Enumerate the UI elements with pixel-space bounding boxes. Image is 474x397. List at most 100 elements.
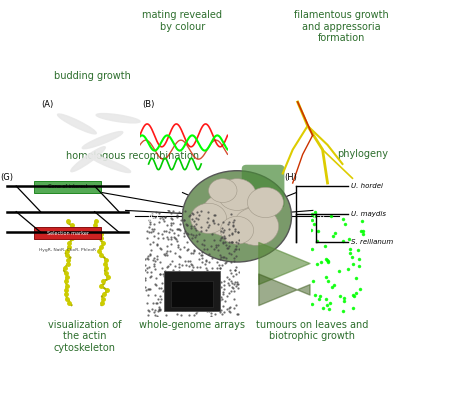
Point bbox=[212, 306, 219, 312]
Point bbox=[174, 289, 182, 295]
Point bbox=[229, 273, 237, 279]
Point bbox=[234, 229, 241, 235]
Point bbox=[227, 308, 234, 315]
Point bbox=[221, 297, 228, 304]
Point bbox=[235, 311, 242, 318]
Point bbox=[145, 286, 153, 292]
Point bbox=[161, 268, 168, 274]
Point bbox=[160, 251, 168, 258]
Point bbox=[191, 269, 198, 276]
Point bbox=[156, 307, 164, 313]
Point bbox=[214, 242, 222, 248]
Point bbox=[181, 288, 189, 294]
Point bbox=[235, 237, 242, 244]
Text: visualization of
the actin
cytoskeleton: visualization of the actin cytoskeleton bbox=[47, 320, 121, 353]
Point bbox=[194, 296, 201, 302]
Point bbox=[169, 220, 177, 226]
Point bbox=[142, 276, 149, 283]
Point bbox=[164, 207, 171, 214]
Point bbox=[230, 254, 238, 261]
Point bbox=[191, 293, 198, 299]
Point bbox=[160, 287, 168, 293]
Point bbox=[213, 259, 220, 266]
Point bbox=[208, 231, 216, 237]
Point bbox=[180, 297, 187, 304]
Point bbox=[207, 243, 214, 249]
Point bbox=[158, 280, 165, 287]
Point bbox=[205, 222, 212, 229]
Point bbox=[232, 283, 239, 289]
Point bbox=[164, 269, 172, 275]
Point bbox=[168, 258, 176, 264]
Point bbox=[167, 236, 174, 242]
Point bbox=[188, 250, 195, 256]
Point bbox=[164, 235, 172, 242]
Point bbox=[184, 258, 192, 264]
FancyBboxPatch shape bbox=[242, 165, 284, 208]
Point bbox=[217, 235, 225, 241]
Point bbox=[143, 300, 151, 306]
Point bbox=[219, 289, 227, 295]
Point bbox=[181, 282, 188, 288]
Text: homologous recombination: homologous recombination bbox=[66, 151, 200, 161]
Point bbox=[226, 308, 233, 314]
Point bbox=[229, 222, 237, 229]
Point bbox=[152, 275, 159, 281]
Text: (C): (C) bbox=[271, 100, 283, 109]
Point bbox=[224, 279, 231, 286]
Point bbox=[209, 217, 217, 223]
Point bbox=[184, 294, 192, 300]
Point bbox=[218, 296, 226, 303]
Point bbox=[147, 247, 155, 254]
Point bbox=[211, 311, 219, 317]
Point bbox=[187, 224, 194, 231]
Point bbox=[212, 294, 220, 301]
Point bbox=[225, 226, 233, 232]
Point bbox=[155, 305, 162, 312]
Point bbox=[225, 239, 232, 245]
Point bbox=[184, 290, 192, 297]
Point bbox=[185, 291, 193, 297]
Point bbox=[202, 265, 210, 272]
Point bbox=[141, 275, 149, 281]
Point bbox=[187, 223, 195, 229]
Point bbox=[154, 253, 161, 259]
Point bbox=[189, 210, 196, 216]
Point bbox=[208, 297, 216, 304]
Text: (B): (B) bbox=[143, 100, 155, 109]
Point bbox=[149, 228, 157, 234]
Point bbox=[207, 269, 215, 276]
Point bbox=[224, 293, 231, 299]
Point bbox=[162, 293, 170, 299]
Point bbox=[212, 242, 219, 249]
Point bbox=[215, 273, 223, 279]
Point bbox=[209, 276, 217, 282]
Point bbox=[228, 280, 236, 286]
Point bbox=[167, 241, 174, 248]
Point bbox=[192, 226, 200, 233]
Point bbox=[217, 265, 224, 272]
Point bbox=[191, 312, 198, 318]
Point bbox=[167, 301, 175, 308]
Point bbox=[234, 240, 242, 247]
Point bbox=[192, 221, 200, 227]
Point bbox=[227, 278, 235, 284]
Point bbox=[211, 287, 219, 294]
Point bbox=[177, 291, 185, 298]
Point bbox=[185, 290, 193, 296]
Point bbox=[176, 291, 184, 298]
Point bbox=[170, 285, 178, 291]
Point bbox=[178, 290, 186, 296]
Point bbox=[190, 250, 197, 256]
Point bbox=[180, 243, 188, 250]
Point bbox=[206, 291, 213, 297]
Point bbox=[155, 304, 163, 310]
Point bbox=[156, 270, 164, 277]
Point bbox=[198, 259, 206, 265]
Point bbox=[181, 301, 189, 307]
Point bbox=[198, 252, 205, 258]
Point bbox=[214, 280, 222, 287]
Point bbox=[216, 256, 224, 262]
Point bbox=[147, 212, 155, 218]
Point bbox=[156, 245, 164, 251]
